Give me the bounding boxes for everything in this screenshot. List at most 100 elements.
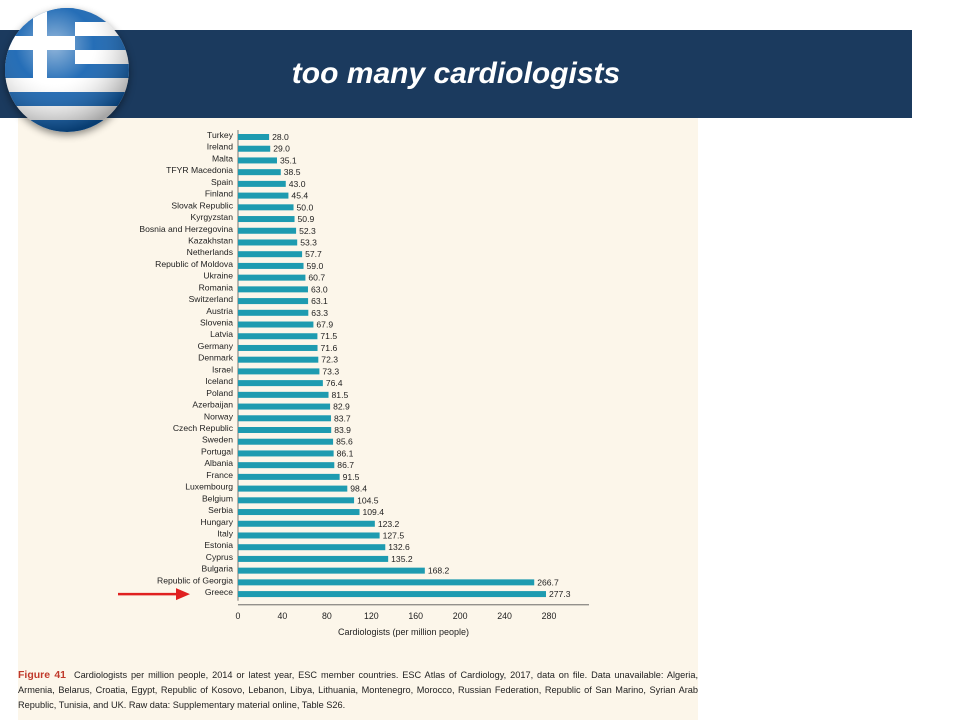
x-tick-label: 160 [408, 611, 423, 621]
bar [238, 157, 277, 164]
category-label: Switzerland [189, 294, 234, 304]
category-label: Israel [212, 364, 233, 374]
value-label: 43.0 [289, 179, 306, 189]
category-label: Germany [198, 341, 234, 351]
bar-chart: Turkey 28.0 Ireland 29.0 Malta 35.1 TFYR Maced… [118, 130, 589, 637]
category-label: Bulgaria [201, 564, 233, 574]
category-label: TFYR Macedonia [166, 165, 233, 175]
bar [238, 321, 314, 328]
value-label: 71.5 [320, 331, 337, 341]
bar [238, 473, 340, 480]
bar [238, 169, 281, 176]
category-label: Latvia [210, 329, 233, 339]
x-tick-label: 280 [542, 611, 557, 621]
bar [238, 403, 331, 410]
bar [238, 251, 303, 258]
x-tick-label: 200 [453, 611, 468, 621]
value-label: 28.0 [272, 132, 289, 142]
category-label: Iceland [205, 376, 233, 386]
value-label: 109.4 [363, 507, 385, 517]
value-label: 86.1 [337, 448, 354, 458]
category-label: Kazakhstan [188, 235, 233, 245]
bar [238, 532, 380, 539]
category-label: Austria [206, 306, 233, 316]
category-label: Azerbaijan [192, 400, 233, 410]
bar [238, 309, 309, 316]
value-label: 35.1 [280, 155, 297, 165]
bar [238, 427, 332, 433]
figure-panel: Turkey 28.0 Ireland 29.0 Malta 35.1 TFYR Maced… [18, 118, 698, 720]
x-tick-label: 40 [278, 611, 288, 621]
value-label: 98.4 [350, 484, 367, 494]
value-label: 52.3 [299, 226, 316, 236]
bar [238, 134, 270, 140]
bar [238, 544, 386, 551]
value-label: 59.0 [307, 261, 324, 271]
category-label: Turkey [207, 130, 234, 140]
bar [238, 485, 348, 492]
category-label: Netherlands [187, 247, 233, 257]
category-label: Greece [205, 587, 233, 597]
bar [238, 591, 547, 598]
bar [238, 239, 298, 246]
bar [238, 579, 535, 586]
value-label: 266.7 [537, 577, 559, 587]
slide-title: too many cardiologists [291, 57, 621, 90]
value-label: 127.5 [383, 530, 405, 540]
value-label: 168.2 [428, 566, 450, 576]
bar [238, 145, 271, 152]
category-label: Luxembourg [185, 482, 233, 492]
value-label: 83.9 [334, 425, 351, 435]
bar [238, 462, 335, 469]
value-label: 50.0 [297, 202, 314, 212]
value-label: 123.2 [378, 519, 400, 529]
category-label: Ukraine [203, 271, 233, 281]
category-label: Cyprus [206, 552, 233, 562]
bar [238, 274, 306, 281]
figure-caption: Figure 41 Cardiologists per million peop… [18, 668, 698, 713]
category-label: Sweden [202, 435, 233, 445]
bar [238, 298, 309, 305]
bar [238, 204, 294, 211]
category-label: Belgium [202, 493, 233, 503]
bar [238, 286, 308, 293]
bar [238, 227, 297, 234]
value-label: 277.3 [549, 589, 571, 599]
bar [238, 262, 304, 269]
bar [238, 192, 289, 199]
value-label: 71.6 [321, 343, 338, 353]
value-label: 63.1 [311, 296, 328, 306]
category-label: Kyrgyzstan [190, 212, 233, 222]
category-label: Czech Republic [173, 423, 234, 433]
bar [238, 567, 425, 574]
value-label: 85.6 [336, 437, 353, 447]
value-label: 91.5 [343, 472, 360, 482]
category-label: Denmark [198, 353, 234, 363]
value-label: 132.6 [388, 542, 410, 552]
category-label: Poland [206, 388, 233, 398]
bar [238, 380, 323, 387]
value-label: 45.4 [291, 191, 308, 201]
bar [238, 368, 320, 375]
value-label: 50.9 [298, 214, 315, 224]
bar [238, 415, 331, 422]
value-label: 60.7 [308, 273, 325, 283]
title-bar: too many cardiologists [0, 30, 912, 118]
category-label: Albania [204, 458, 233, 468]
bar [238, 333, 318, 340]
value-label: 63.0 [311, 284, 328, 294]
value-label: 73.3 [322, 366, 339, 376]
category-label: Slovenia [200, 318, 233, 328]
bar [238, 555, 389, 562]
x-tick-label: 80 [322, 611, 332, 621]
bar [238, 450, 334, 457]
bar [238, 497, 355, 504]
highlight-arrow-head [176, 588, 190, 601]
bar [238, 438, 334, 445]
category-label: Republic of Moldova [155, 259, 233, 269]
category-label: Serbia [208, 505, 233, 515]
x-tick-label: 120 [364, 611, 379, 621]
x-tick-label: 0 [236, 611, 241, 621]
category-label: Malta [212, 153, 233, 163]
value-label: 67.9 [316, 320, 333, 330]
